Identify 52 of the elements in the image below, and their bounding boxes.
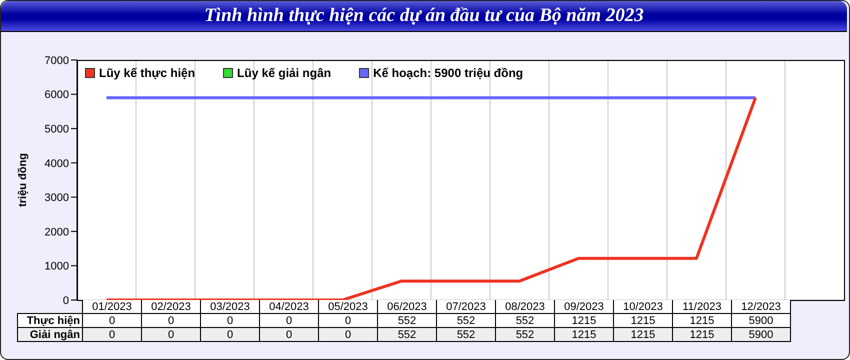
data-label: 1215	[614, 314, 672, 328]
x-tick-label: 10/2023	[614, 300, 672, 314]
x-tick-label: 06/2023	[378, 300, 436, 314]
legend-label: Lũy kế giải ngân	[237, 66, 332, 80]
y-tick-label: 4000	[44, 158, 69, 170]
x-tick-label: 03/2023	[200, 300, 260, 314]
text: Giải ngân	[18, 328, 82, 342]
x-tick-label: 05/2023	[318, 300, 378, 314]
line-series	[105, 96, 757, 300]
text: 1215	[572, 328, 596, 340]
x-tick-label: 11/2023	[672, 300, 732, 314]
text: 552	[516, 328, 534, 340]
x-tick-label: 08/2023	[496, 300, 554, 314]
text: 1215	[690, 328, 714, 340]
data-label: 0	[200, 314, 260, 328]
x-tick-label: 09/2023	[554, 300, 614, 314]
y-tick-label: 5000	[44, 123, 69, 136]
data-label: 0	[318, 314, 378, 328]
data-label: 552	[496, 314, 554, 328]
legend-label: Kế hoạch: 5900 triệu đồng	[373, 66, 524, 80]
x-tick-label: 12/2023	[732, 300, 790, 314]
y-tick-label: 2000	[44, 226, 69, 238]
y-tick-label: 1000	[44, 260, 69, 273]
y-axis-title: triệu đồng	[16, 153, 29, 207]
y-tick-label: 6000	[44, 89, 69, 102]
y-tick-label: 0	[62, 294, 69, 307]
data-label: 1215	[554, 314, 614, 328]
y-tick-label: 7000	[44, 54, 69, 67]
data-label: 552	[378, 314, 436, 328]
text: 5900	[748, 328, 774, 340]
data-label: 1215	[672, 314, 732, 328]
y-tick-label: 3000	[44, 192, 69, 204]
text: 0	[108, 328, 116, 340]
data-label: 0	[260, 314, 318, 328]
data-label: 5900	[732, 314, 790, 328]
legend-label: Lũy kế thực hiện	[99, 66, 196, 80]
data-label: 0	[82, 314, 142, 328]
x-tick-label: 07/2023	[436, 300, 496, 314]
text: 552	[398, 328, 416, 340]
text: Thực hiện	[18, 314, 82, 328]
text: 1215	[630, 328, 656, 340]
data-label: 0	[142, 314, 200, 328]
chart-title: Tình hình thực hiện các dự án đầu tư của Bộ năm 2023	[1, 1, 847, 32]
text: 0	[344, 328, 352, 340]
x-tick-label: 01/2023	[82, 300, 142, 314]
data-label: 552	[436, 314, 496, 328]
text: 0	[168, 328, 174, 340]
x-tick-label: 02/2023	[142, 300, 200, 314]
text: 0	[286, 328, 292, 340]
x-tick-label: 04/2023	[260, 300, 318, 314]
text: 0	[226, 328, 234, 340]
text: 552	[456, 328, 476, 340]
